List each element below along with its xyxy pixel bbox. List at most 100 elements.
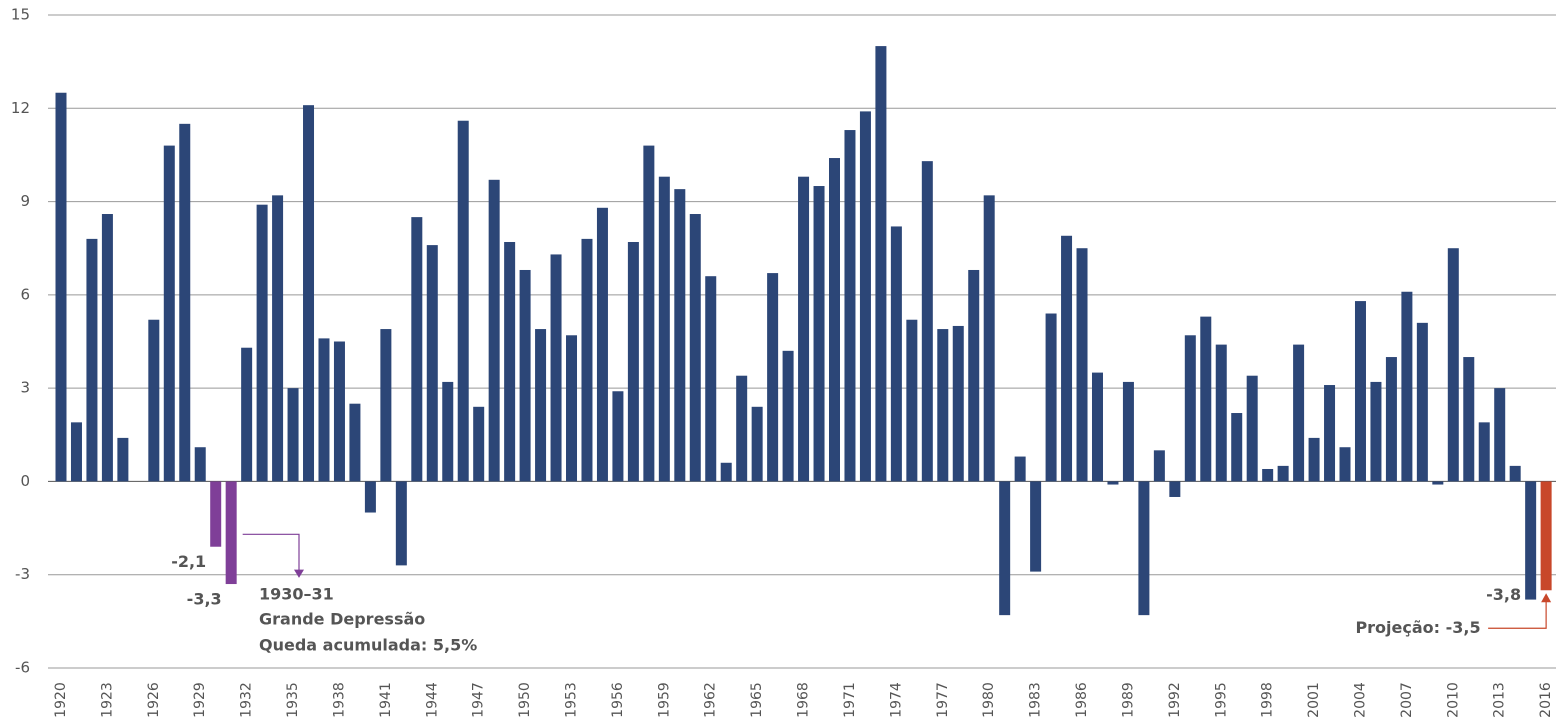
bar: [287, 388, 299, 482]
x-tick-label: 1920: [53, 682, 69, 718]
bar: [272, 195, 284, 482]
x-tick-label: 1953: [564, 682, 580, 718]
bar: [504, 241, 516, 482]
bar: [550, 254, 562, 482]
x-tick-label: 2010: [1445, 682, 1461, 718]
bar: [968, 269, 980, 482]
x-tick-label: 1956: [610, 682, 626, 718]
bar: [395, 481, 407, 566]
bar: [658, 176, 670, 482]
bar: [55, 92, 67, 482]
bar: [1169, 481, 1181, 497]
bar: [333, 341, 345, 482]
x-tick-label: 1992: [1167, 682, 1183, 718]
bar: [751, 406, 763, 482]
value-label: -2,1: [171, 552, 206, 571]
bar: [689, 214, 701, 482]
bar: [1509, 465, 1521, 482]
bar: [163, 145, 175, 482]
bar: [70, 422, 82, 482]
bar: [782, 350, 794, 482]
x-tick-label: 1950: [517, 682, 533, 718]
bar: [411, 217, 423, 482]
bar: [1293, 344, 1305, 482]
bar: [906, 319, 918, 482]
bar: [983, 195, 995, 482]
bar: [627, 241, 639, 482]
bar: [1401, 291, 1413, 482]
bar: [473, 406, 485, 482]
x-tick-label: 1962: [703, 682, 719, 718]
x-tick-label: 2016: [1538, 682, 1554, 718]
x-tick-label: 1941: [378, 682, 394, 718]
x-tick-label: 1929: [192, 682, 208, 718]
bar: [813, 186, 825, 482]
arrow-line: [1488, 598, 1547, 629]
annotation-line: Grande Depressão: [259, 610, 425, 629]
bar: [1231, 413, 1243, 482]
y-tick-label: 6: [20, 285, 30, 303]
bar: [303, 105, 315, 482]
x-tick-label: 1977: [935, 682, 951, 718]
bar: [225, 481, 237, 585]
bar: [937, 329, 949, 482]
x-tick-label: 1965: [749, 682, 765, 718]
arrow-head: [1541, 593, 1552, 603]
x-tick-label: 2013: [1492, 682, 1508, 718]
value-label: Projeção: -3,5: [1355, 618, 1480, 637]
x-tick-label: 1986: [1074, 682, 1090, 718]
y-tick-label: 3: [20, 379, 30, 397]
bar: [798, 176, 810, 482]
bar: [442, 381, 454, 482]
x-tick-label: 1932: [239, 682, 255, 718]
bar: [349, 403, 361, 482]
bar: [1525, 481, 1537, 600]
x-tick-label: 1983: [1028, 682, 1044, 718]
bar: [1339, 447, 1351, 482]
x-tick-label: 1989: [1120, 682, 1136, 718]
bar: [1014, 456, 1026, 482]
x-tick-label: 2007: [1399, 682, 1415, 718]
bar: [875, 46, 887, 482]
bar: [1463, 357, 1475, 482]
bar: [643, 145, 655, 482]
bar: [488, 179, 500, 482]
bar: [148, 319, 160, 482]
bar: [101, 214, 113, 482]
bar: [1277, 465, 1289, 482]
x-tick-label: 1926: [146, 682, 162, 718]
bar: [1153, 450, 1165, 482]
x-tick-label: 1959: [656, 682, 672, 718]
y-tick-label: -6: [15, 659, 30, 677]
bar: [1030, 481, 1042, 572]
bar: [1494, 388, 1506, 482]
bar: [1447, 248, 1459, 482]
bar: [612, 391, 624, 482]
x-tick-label: 1935: [285, 682, 301, 718]
y-tick-label: 0: [20, 472, 30, 490]
bar: [318, 338, 330, 482]
bar: [241, 347, 253, 482]
x-tick-label: 1971: [842, 682, 858, 718]
x-tick-label: 2004: [1352, 682, 1368, 718]
bar: [1184, 335, 1196, 482]
bar: [720, 462, 732, 482]
x-tick-label: 1944: [424, 682, 440, 718]
bar: [1354, 301, 1366, 482]
bar: [1076, 248, 1088, 482]
bar: [1200, 316, 1212, 482]
x-tick-label: 1974: [888, 682, 904, 718]
bar: [767, 273, 779, 482]
bar: [890, 226, 902, 482]
bar: [380, 329, 392, 482]
bar: [1416, 322, 1428, 482]
value-label: -3,3: [187, 590, 222, 609]
x-tick-label: 1938: [331, 682, 347, 718]
bar: [519, 269, 531, 482]
arrow-line: [242, 533, 300, 572]
annotation-line: Queda acumulada: 5,5%: [259, 636, 477, 655]
bar: [1308, 437, 1320, 482]
bar: [1385, 357, 1397, 482]
bar: [1107, 481, 1119, 485]
